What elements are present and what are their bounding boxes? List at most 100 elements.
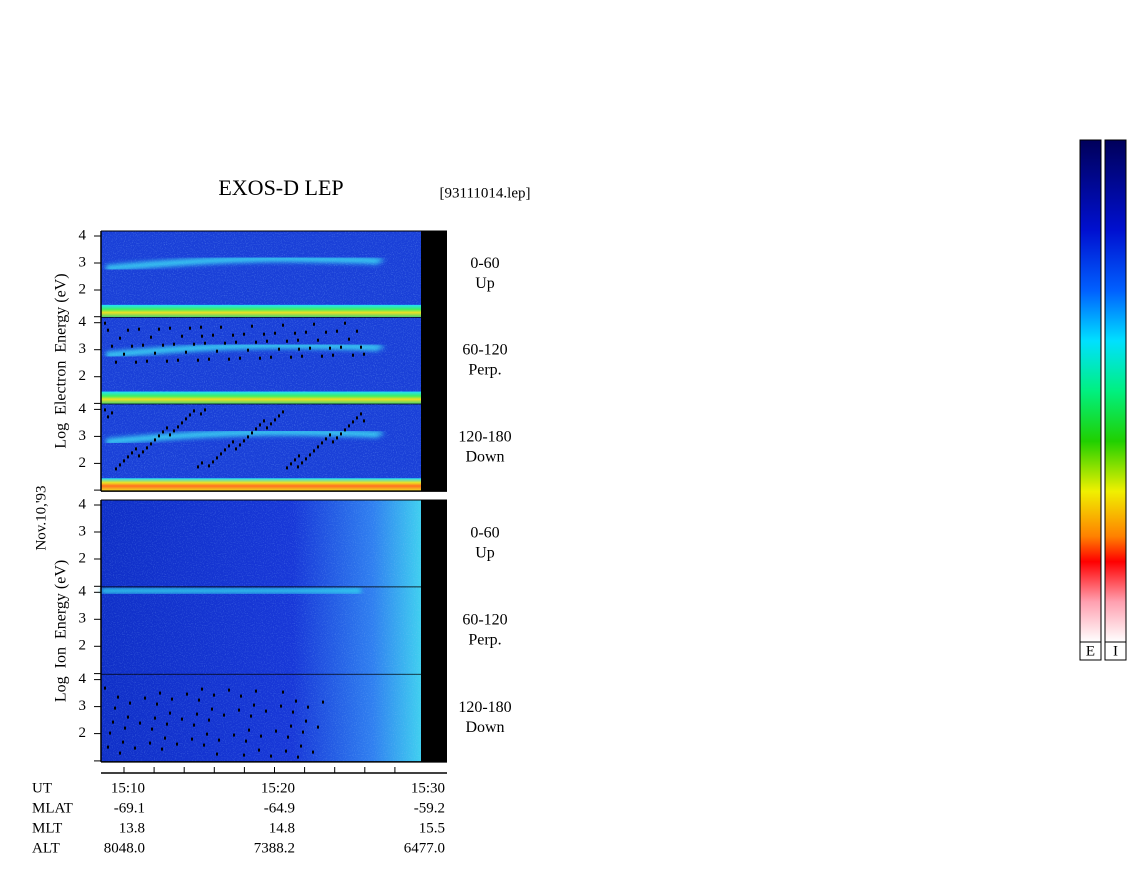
row-label: UT bbox=[32, 780, 52, 796]
dropout bbox=[352, 420, 354, 424]
dropout bbox=[305, 457, 307, 461]
dropout bbox=[243, 332, 245, 336]
title: EXOS-D LEP bbox=[218, 175, 343, 200]
dropout bbox=[240, 694, 242, 698]
dropout bbox=[363, 419, 365, 423]
dropout bbox=[245, 739, 247, 743]
date: Nov.10,'93 bbox=[33, 485, 49, 550]
dropout bbox=[173, 342, 175, 346]
dropout bbox=[154, 438, 156, 442]
dropout bbox=[189, 326, 191, 330]
noise bbox=[101, 500, 421, 588]
dropout bbox=[263, 419, 265, 423]
dropout bbox=[208, 357, 210, 361]
row-label: MLAT bbox=[32, 800, 73, 816]
dropout bbox=[142, 450, 144, 454]
dropout bbox=[161, 747, 163, 751]
dropout bbox=[270, 355, 272, 359]
dropout bbox=[317, 725, 319, 729]
dropout bbox=[255, 340, 257, 344]
dropout bbox=[154, 351, 156, 355]
dropout bbox=[274, 331, 276, 335]
dropout bbox=[107, 745, 109, 749]
dropout bbox=[158, 434, 160, 438]
dropout bbox=[159, 691, 161, 695]
dropout bbox=[243, 753, 245, 757]
dropout bbox=[232, 440, 234, 444]
dropout bbox=[286, 466, 288, 470]
dropout bbox=[270, 422, 272, 426]
dropout bbox=[297, 338, 299, 342]
dropout bbox=[200, 412, 202, 416]
dropout bbox=[197, 465, 199, 469]
dropout bbox=[292, 710, 294, 714]
dropout bbox=[169, 433, 171, 437]
colorbar-label-box bbox=[1104, 641, 1127, 661]
row-value: 15:20 bbox=[261, 780, 295, 796]
colorbar bbox=[1104, 139, 1127, 643]
dropout bbox=[298, 454, 300, 458]
y-tick-label: 4 bbox=[79, 584, 87, 600]
dropout bbox=[111, 411, 113, 415]
dropout bbox=[123, 352, 125, 356]
dropout bbox=[297, 465, 299, 469]
dropout bbox=[193, 342, 195, 346]
dropout bbox=[107, 415, 109, 419]
no-data bbox=[421, 404, 447, 492]
dropout bbox=[135, 360, 137, 364]
row-value: 7388.2 bbox=[254, 840, 295, 856]
direction: Up bbox=[475, 275, 495, 292]
dropout bbox=[216, 349, 218, 353]
row-value: 6477.0 bbox=[404, 840, 445, 856]
dropout bbox=[169, 326, 171, 330]
dropout bbox=[201, 334, 203, 338]
no-data bbox=[421, 587, 447, 675]
dropout bbox=[348, 337, 350, 341]
dropout bbox=[243, 439, 245, 443]
dropout bbox=[297, 755, 299, 759]
dropout bbox=[317, 445, 319, 449]
dropout bbox=[173, 429, 175, 433]
dropout bbox=[127, 455, 129, 459]
dropout bbox=[196, 712, 198, 716]
y-tick-label: 4 bbox=[79, 227, 87, 243]
dropout bbox=[109, 731, 111, 735]
dropout bbox=[114, 706, 116, 710]
dropout bbox=[144, 696, 146, 700]
row-label: MLT bbox=[32, 820, 62, 836]
dropout bbox=[220, 325, 222, 329]
dropout bbox=[336, 436, 338, 440]
dropout bbox=[177, 425, 179, 429]
dropout bbox=[154, 716, 156, 720]
row-label: ALT bbox=[32, 840, 60, 856]
dropout bbox=[321, 441, 323, 445]
row-value: -69.1 bbox=[114, 800, 145, 816]
y-tick-label: 3 bbox=[79, 254, 87, 270]
dropout bbox=[107, 328, 109, 332]
dropout bbox=[294, 331, 296, 335]
dropout bbox=[191, 737, 193, 741]
dropout bbox=[247, 348, 249, 352]
dropout bbox=[239, 443, 241, 447]
dropout bbox=[274, 418, 276, 422]
no-data bbox=[421, 317, 447, 405]
dropout bbox=[204, 341, 206, 345]
row-value: 15.5 bbox=[419, 820, 445, 836]
dropout bbox=[119, 751, 121, 755]
dropout bbox=[112, 720, 114, 724]
direction: Down bbox=[465, 448, 504, 465]
row-value: 14.8 bbox=[269, 820, 295, 836]
row-value: -59.2 bbox=[414, 800, 445, 816]
dropout bbox=[201, 461, 203, 465]
dropout bbox=[300, 744, 302, 748]
dropout bbox=[208, 464, 210, 468]
energy-band bbox=[105, 255, 384, 272]
dropout bbox=[239, 356, 241, 360]
dropout bbox=[360, 412, 362, 416]
dropout bbox=[127, 715, 129, 719]
dropout bbox=[164, 736, 166, 740]
dropout bbox=[251, 324, 253, 328]
dropout bbox=[193, 409, 195, 413]
dropout bbox=[260, 734, 262, 738]
dropout bbox=[332, 353, 334, 357]
